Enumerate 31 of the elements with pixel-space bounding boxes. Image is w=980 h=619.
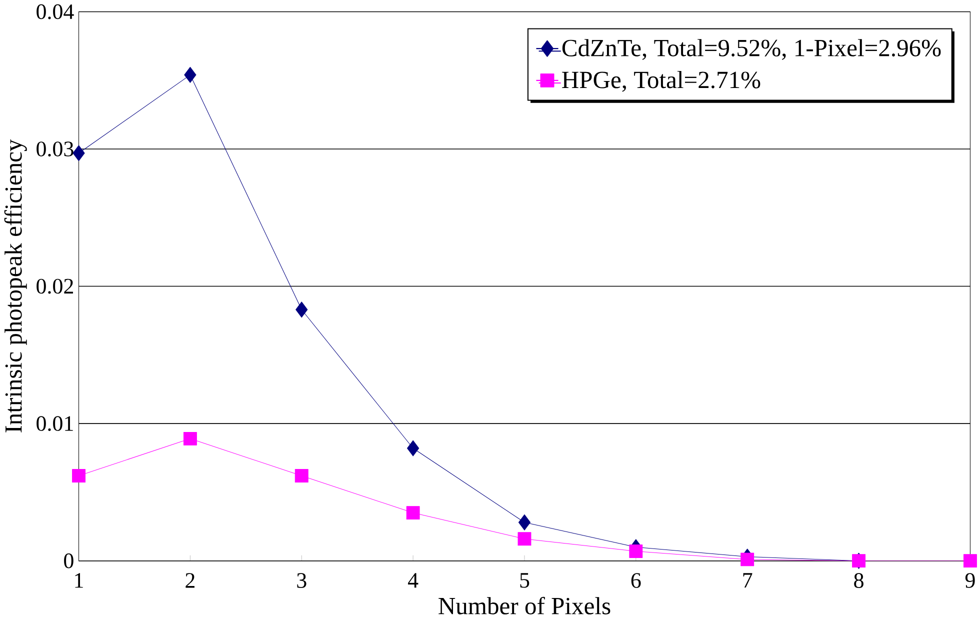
point (184, 67, 196, 84)
x-tick-label: 8 (854, 573, 864, 588)
y-tick-label: 0 (64, 554, 74, 568)
y-tick-label: 0.04 (36, 4, 74, 20)
point (296, 302, 308, 318)
point (406, 506, 420, 520)
x-tick-label: 9 (965, 573, 975, 588)
x-tick-label: 3 (297, 573, 306, 588)
point (518, 514, 531, 531)
x-tick-label: 6 (631, 573, 641, 588)
legend-label: CdZnTe, Total=9.52%, 1-Pixel=2.96% (562, 39, 941, 60)
point (740, 552, 754, 566)
point (294, 469, 308, 483)
x-tick-label: 5 (520, 573, 530, 588)
y-tick-label: 0.03 (36, 142, 74, 157)
y-tick-label: 0.01 (36, 416, 73, 432)
point (406, 440, 420, 456)
legend-label: HPGe, Total=2.71% (562, 71, 760, 92)
x-tick-label: 7 (743, 573, 752, 588)
y-axis-title: Intrinsic photopeak efficiency (4, 140, 27, 433)
x-tick-label: 2 (186, 573, 194, 588)
x-tick-label: 1 (75, 573, 83, 588)
y-tick-label: 0.02 (36, 278, 73, 294)
point (72, 145, 85, 162)
point (518, 532, 532, 546)
x-axis-title: Number of Pixels (438, 597, 610, 615)
point (963, 554, 977, 568)
point (72, 469, 86, 483)
point (183, 432, 197, 446)
x-tick-label: 4 (408, 573, 418, 588)
point (629, 544, 643, 558)
